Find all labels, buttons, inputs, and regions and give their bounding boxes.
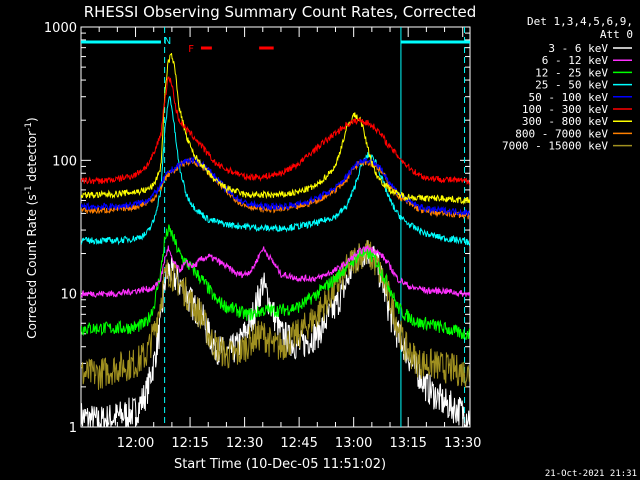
x-tick-label: 12:45 [280,436,317,451]
series-line-5 [81,76,470,186]
y-axis-label: Corrected Count Rate (s-1 detector-1) [24,117,39,338]
legend-item-label: 25 - 50 keV [535,79,608,92]
chart-title: RHESSI Observing Summary Count Rates, Co… [84,3,477,21]
flare-flag-label: F [188,44,194,55]
legend-item-label: 12 - 25 keV [535,66,608,79]
x-tick-label: 12:00 [117,436,154,451]
series-line-1 [81,245,470,299]
x-axis-label: Start Time (10-Dec-05 11:51:02) [174,457,386,472]
y-tick-label: 100 [52,154,77,169]
x-tick-label: 12:30 [226,436,263,451]
legend-item-label: 100 - 300 keV [522,103,608,116]
legend-header-line1: Det 1,3,4,5,6,9, [527,15,633,28]
legend-item-label: 800 - 7000 keV [515,127,608,140]
night-flag-label: N [164,36,171,47]
plot-area: NF [81,27,470,427]
x-axis: 12:00 12:15 12:30 12:45 13:00 13:15 13:30 [98,27,481,451]
series-line-8 [81,240,470,390]
plot-frame [80,26,471,428]
legend-item-label: 50 - 100 keV [529,91,609,104]
series-line-3 [81,95,470,247]
series-line-6 [81,53,470,205]
timestamp: 21-Oct-2021 21:31 [545,469,637,479]
y-tick-label: 1 [69,421,77,436]
legend-item-label: 3 - 6 keV [548,42,608,55]
x-tick-label: 13:30 [444,436,481,451]
series-line-2 [81,224,470,341]
legend-header-line2: Att 0 [600,28,633,41]
y-tick-label: 1000 [44,21,77,36]
x-tick-label: 13:15 [389,436,426,451]
legend-item-label: 7000 - 15000 keV [502,140,608,153]
legend-item-label: 6 - 12 keV [542,54,609,67]
x-tick-label: 12:15 [171,436,208,451]
legend-item-label: 300 - 800 keV [522,115,608,128]
y-tick-label: 10 [60,288,77,303]
x-tick-label: 13:00 [335,436,372,451]
series-line-0 [81,240,470,427]
